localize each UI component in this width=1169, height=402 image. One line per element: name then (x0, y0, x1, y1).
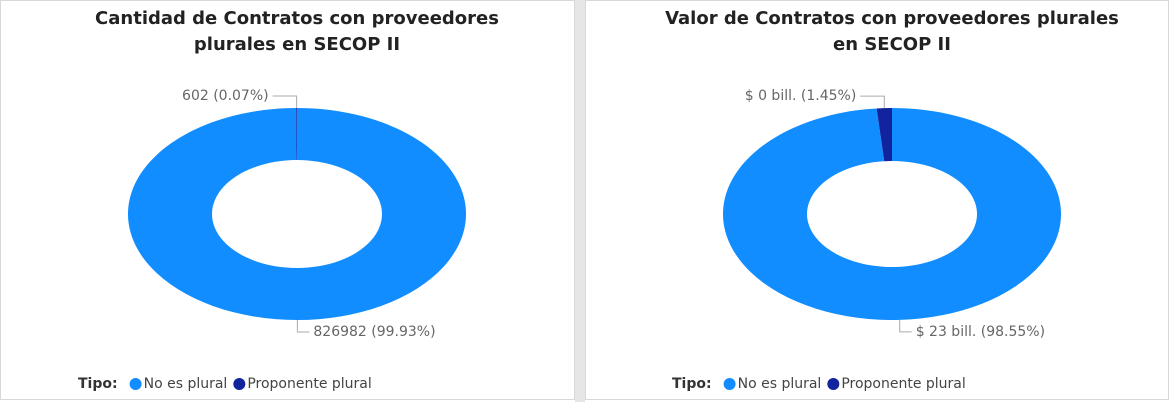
legend-label: No es plural (144, 376, 228, 392)
panel (0, 0, 575, 400)
legend-marker (723, 378, 736, 390)
legend-marker (129, 378, 142, 390)
data-label: $ 23 bill. (98.55%) (916, 324, 1045, 340)
legend-label: Proponente plural (247, 376, 371, 392)
leader-line (899, 319, 912, 333)
chart-title: Cantidad de Contratos con proveedores pl… (95, 8, 499, 55)
legend-marker (233, 378, 246, 390)
leader-line (860, 95, 885, 109)
legend-title: Tipo: (672, 376, 712, 392)
data-label: 602 (0.07%) (182, 88, 269, 104)
slice (296, 108, 297, 161)
data-label: 826982 (99.93%) (313, 324, 435, 340)
chart-title: Valor de Contratos con proveedores plura… (665, 8, 1119, 55)
slice (722, 108, 1061, 320)
slice (127, 108, 466, 321)
data-label: $ 0 bill. (1.45%) (745, 88, 857, 104)
legend-label: No es plural (738, 376, 822, 392)
legend-title: Tipo: (78, 376, 118, 392)
leader-line (272, 95, 298, 109)
slice (876, 108, 892, 162)
leader-line (296, 319, 310, 333)
divider (575, 0, 585, 402)
legend-marker (827, 378, 840, 390)
legend-label: Proponente plural (841, 376, 965, 392)
